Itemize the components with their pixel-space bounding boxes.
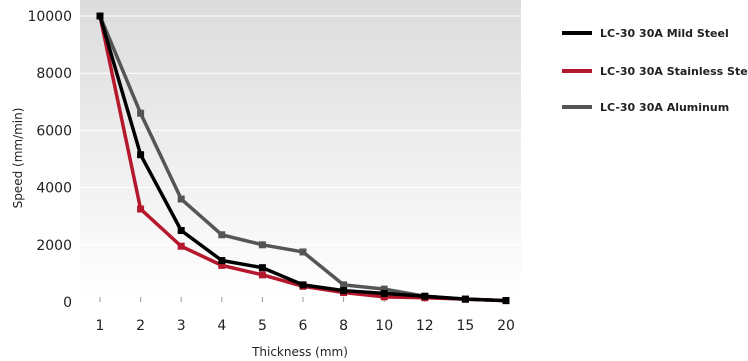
data-point <box>340 281 348 289</box>
legend-item: LC-30 30A Stainless Steel <box>562 65 748 78</box>
data-point <box>380 289 388 297</box>
data-point <box>258 271 266 279</box>
legend-item: LC-30 30A Mild Steel <box>562 27 729 40</box>
x-tick-label: 3 <box>177 318 186 334</box>
x-tick-label: 2 <box>136 318 145 334</box>
data-point <box>137 109 145 117</box>
series-lines <box>96 12 510 305</box>
x-tick-label: 15 <box>456 318 474 334</box>
x-tick-label: 20 <box>497 318 515 334</box>
data-point <box>177 242 185 250</box>
data-point <box>258 241 266 249</box>
data-point <box>461 295 469 303</box>
legend-label: LC-30 30A Mild Steel <box>600 27 729 40</box>
grid-lines <box>80 15 521 246</box>
x-tick-label: 1 <box>96 318 105 334</box>
data-point <box>177 195 185 203</box>
data-point <box>177 227 185 234</box>
data-point <box>299 248 307 256</box>
x-axis-title: Thickness (mm) <box>251 345 348 359</box>
data-point <box>218 231 226 239</box>
legend-item: LC-30 30A Aluminum <box>562 101 729 114</box>
plot-area <box>80 0 521 302</box>
y-axis-ticks: 0 2000 4000 6000 8000 10000 <box>27 9 72 311</box>
y-tick-label: 2000 <box>36 238 72 254</box>
data-point <box>502 297 510 305</box>
x-tick-label: 10 <box>375 318 393 334</box>
x-tick-label: 12 <box>416 318 434 334</box>
x-axis-ticks: 1 2 3 4 5 6 8 10 12 15 20 <box>96 297 515 334</box>
x-tick-label: 4 <box>217 318 226 334</box>
legend-label: LC-30 30A Aluminum <box>600 101 729 114</box>
data-point <box>380 285 388 293</box>
series-0 <box>96 12 510 305</box>
y-tick-label: 8000 <box>36 66 72 82</box>
legend-label: LC-30 30A Stainless Steel <box>600 65 748 78</box>
data-point <box>137 205 145 213</box>
legend: LC-30 30A Mild Steel LC-30 30A Stainless … <box>562 27 748 114</box>
data-point <box>340 287 348 295</box>
x-tick-label: 6 <box>299 318 308 334</box>
y-tick-label: 4000 <box>36 181 72 197</box>
y-tick-label: 0 <box>63 295 72 311</box>
data-point <box>421 292 429 300</box>
y-tick-label: 6000 <box>36 123 72 139</box>
data-point <box>299 281 307 289</box>
data-point <box>96 12 104 20</box>
data-point <box>218 261 226 269</box>
y-axis-title: Speed (mm/min) <box>11 108 25 209</box>
y-tick-label: 10000 <box>27 9 72 25</box>
data-point <box>137 151 145 159</box>
x-tick-label: 5 <box>258 318 267 334</box>
data-point <box>218 257 226 265</box>
x-tick-label: 8 <box>339 318 348 334</box>
data-point <box>258 264 266 272</box>
